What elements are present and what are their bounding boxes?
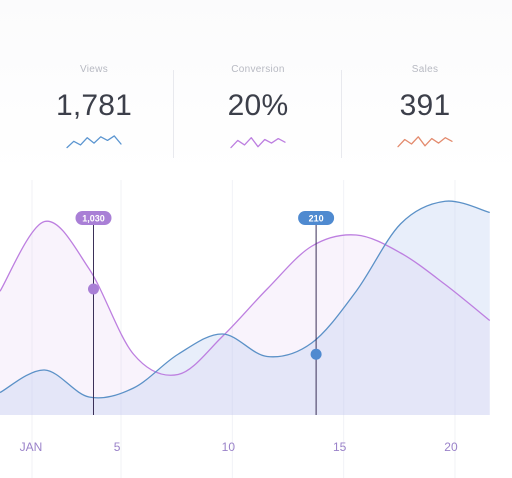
series-area-1 <box>0 201 490 415</box>
sales-stat: Sales 391 <box>341 64 509 155</box>
conversion-label: Conversion <box>231 64 285 75</box>
data-point[interactable] <box>310 348 322 360</box>
series-line-0 <box>0 220 491 376</box>
views-label: Views <box>80 64 108 75</box>
series-line-1 <box>0 200 490 399</box>
sparkline-path <box>397 136 453 148</box>
sparkline-path <box>66 135 122 149</box>
data-point[interactable] <box>87 283 99 295</box>
tooltip-badge <box>298 211 335 225</box>
views-value: 1,781 <box>55 89 133 122</box>
x-tick-label: 10 <box>221 440 236 454</box>
sales-sparkline <box>397 136 453 148</box>
series-area-0 <box>0 221 490 415</box>
x-tick-label: JAN <box>19 440 43 454</box>
divider <box>341 70 342 158</box>
sales-label: Sales <box>411 64 439 75</box>
sales-value: 391 <box>399 89 451 122</box>
x-tick-label: 20 <box>444 440 458 454</box>
divider <box>173 70 174 158</box>
tooltip-label: 210 <box>309 214 324 224</box>
views-sparkline <box>66 135 122 149</box>
x-tick-label: 15 <box>332 440 347 454</box>
x-axis-bar <box>0 415 512 478</box>
tooltip-badge <box>75 211 112 225</box>
views-stat: Views 1,781 <box>10 64 178 155</box>
sparkline-path <box>230 137 286 149</box>
stats-panel: Views 1,781 Conversion 20% Sales 391 <box>0 0 512 175</box>
tooltip-label: 1,030 <box>82 214 105 224</box>
x-tick-label: 5 <box>113 440 121 454</box>
conversion-sparkline <box>230 137 286 149</box>
conversion-stat: Conversion 20% <box>174 64 342 155</box>
conversion-value: 20% <box>227 89 289 122</box>
